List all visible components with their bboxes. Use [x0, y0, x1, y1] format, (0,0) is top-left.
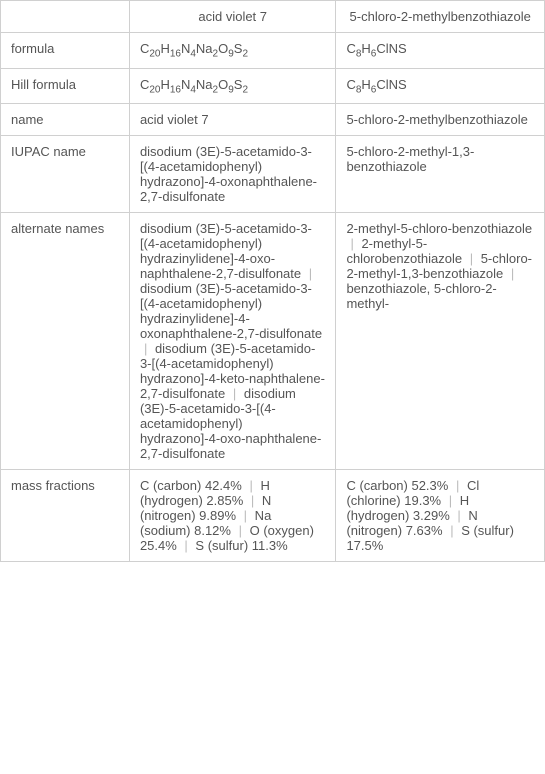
mass-col2: C (carbon) 52.3% | Cl (chlorine) 19.3% |…: [336, 470, 545, 562]
hill-label: Hill formula: [1, 68, 130, 104]
formula-col2: C8H6ClNS: [336, 33, 545, 69]
iupac-label: IUPAC name: [1, 136, 130, 213]
alternate-row: alternate names disodium (3E)-5-acetamid…: [1, 213, 545, 470]
header-col1: acid violet 7: [129, 1, 336, 33]
alternate-col1: disodium (3E)-5-acetamido-3-[(4-acetamid…: [129, 213, 336, 470]
iupac-row: IUPAC name disodium (3E)-5-acetamido-3-[…: [1, 136, 545, 213]
formula-label: formula: [1, 33, 130, 69]
iupac-col1: disodium (3E)-5-acetamido-3-[(4-acetamid…: [129, 136, 336, 213]
header-row: acid violet 7 5-chloro-2-methylbenzothia…: [1, 1, 545, 33]
mass-col1: C (carbon) 42.4% | H (hydrogen) 2.85% | …: [129, 470, 336, 562]
name-row: name acid violet 7 5-chloro-2-methylbenz…: [1, 104, 545, 136]
hill-col1: C20H16N4Na2O9S2: [129, 68, 336, 104]
name-col1: acid violet 7: [129, 104, 336, 136]
iupac-col2: 5-chloro-2-methyl-1,3-benzothiazole: [336, 136, 545, 213]
alternate-col2: 2-methyl-5-chloro-benzothiazole | 2-meth…: [336, 213, 545, 470]
hill-col2: C8H6ClNS: [336, 68, 545, 104]
comparison-table: acid violet 7 5-chloro-2-methylbenzothia…: [0, 0, 545, 562]
formula-row: formula C20H16N4Na2O9S2 C8H6ClNS: [1, 33, 545, 69]
name-col2: 5-chloro-2-methylbenzothiazole: [336, 104, 545, 136]
formula-col1: C20H16N4Na2O9S2: [129, 33, 336, 69]
name-label: name: [1, 104, 130, 136]
mass-label: mass fractions: [1, 470, 130, 562]
header-empty: [1, 1, 130, 33]
header-col2: 5-chloro-2-methylbenzothiazole: [336, 1, 545, 33]
hill-row: Hill formula C20H16N4Na2O9S2 C8H6ClNS: [1, 68, 545, 104]
alternate-label: alternate names: [1, 213, 130, 470]
mass-row: mass fractions C (carbon) 42.4% | H (hyd…: [1, 470, 545, 562]
